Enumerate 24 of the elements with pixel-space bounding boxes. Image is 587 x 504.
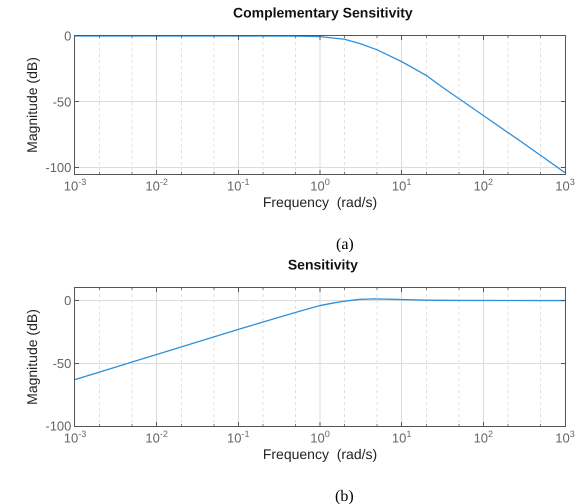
y-tick-label: 0 (64, 28, 72, 44)
x-tick-label: 10$^{-2}$ (145, 429, 168, 446)
y-axis-title: Magnitude (dB) (24, 57, 40, 153)
x-axis-title: Frequency (rad/s) (262, 194, 378, 210)
x-tick-label: 10$^{-1}$ (227, 429, 250, 446)
x-tick-label: 10$^{3}$ (555, 429, 575, 446)
chart-title: Complementary Sensitivity (232, 4, 413, 20)
x-tick-label: 10$^{-3}$ (64, 177, 86, 194)
y-axis-title: Magnitude (dB) (24, 309, 40, 405)
x-tick-label: 10$^{-1}$ (227, 177, 250, 194)
x-axis-title: Frequency (rad/s) (262, 446, 378, 462)
y-tick-label: -50 (52, 356, 72, 371)
x-tick-label: 10$^{1}$ (392, 177, 412, 194)
y-tick-label: -100 (45, 160, 72, 175)
y-tick-label: -50 (52, 94, 72, 110)
chart-title: Sensitivity (288, 256, 358, 272)
x-tick-label: 10$^{2}$ (474, 429, 494, 446)
x-tick-label: 10$^{1}$ (392, 429, 412, 446)
x-tick-label: 10$^{0}$ (310, 177, 330, 194)
x-tick-label: 10$^{2}$ (474, 177, 494, 194)
x-tick-label: 10$^{0}$ (310, 429, 330, 446)
x-tick-label: 10$^{-2}$ (145, 177, 168, 194)
x-tick-label: 10$^{3}$ (555, 177, 575, 194)
y-tick-label: 0 (64, 293, 72, 308)
